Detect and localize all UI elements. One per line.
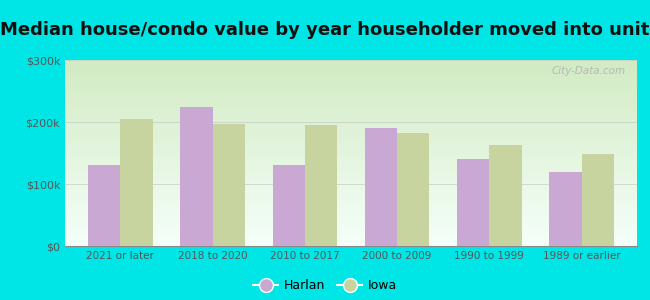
Legend: Harlan, Iowa: Harlan, Iowa (248, 274, 402, 297)
Bar (272, 165, 305, 246)
Bar (120, 119, 153, 246)
Bar (457, 159, 489, 246)
Bar (582, 154, 614, 246)
Text: City-Data.com: City-Data.com (551, 66, 625, 76)
Bar (213, 124, 245, 246)
Bar (549, 172, 582, 246)
Bar (305, 125, 337, 246)
Bar (365, 128, 397, 246)
Bar (88, 165, 120, 246)
Text: Median house/condo value by year householder moved into unit: Median house/condo value by year househo… (0, 21, 650, 39)
Bar (489, 145, 522, 246)
Bar (180, 106, 213, 246)
Bar (397, 133, 430, 246)
